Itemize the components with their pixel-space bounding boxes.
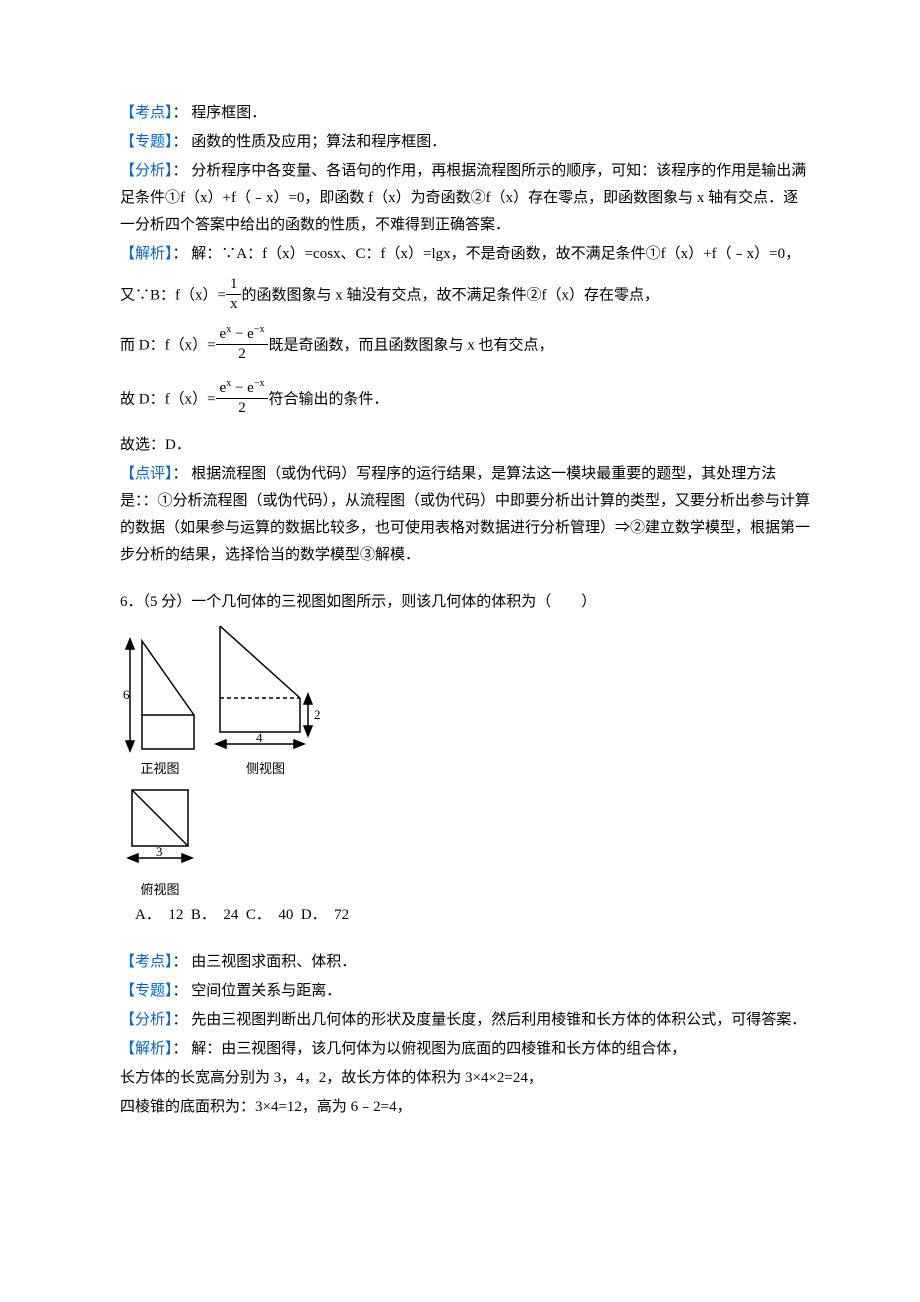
dim-6: 6 — [123, 687, 130, 702]
mid: − e — [231, 380, 254, 396]
q6-stem: 6．（5 分）一个几何体的三视图如图所示，则该几何体的体积为（ ） — [120, 589, 810, 616]
dianping-label: 【点评】 — [120, 466, 173, 482]
front-view-svg: 6 — [120, 635, 200, 755]
dim-4: 4 — [256, 730, 263, 745]
frac-num: 1 — [226, 276, 242, 295]
kaodian-text: ： 程序框图． — [173, 105, 267, 121]
zhuanti-label: 【专题】 — [120, 134, 173, 150]
side-view-label: 侧视图 — [246, 757, 285, 780]
jiexi-line4a: 故 D：f（x）= — [120, 391, 216, 407]
q6-jiexi-label: 【解析】 — [120, 1041, 173, 1057]
three-view-row1: 6 正视图 2 4 侧视图 — [120, 620, 810, 780]
side-view-col: 2 4 侧视图 — [208, 620, 323, 780]
mid: − e — [231, 326, 254, 342]
front-view-label: 正视图 — [140, 757, 179, 780]
q6-jiexi-1: ： 解：由三视图得，该几何体为以俯视图为底面的四棱锥和长方体的组合体， — [173, 1041, 687, 1057]
zhuanti-text: ： 函数的性质及应用；算法和程序框图． — [173, 134, 447, 150]
frac-den: x — [226, 295, 242, 313]
fraction-exp-2: ex − e−x2 — [216, 380, 269, 416]
jiexi-line2b: 的函数图象与 x 轴没有交点，故不满足条件②f（x）存在零点， — [241, 287, 659, 303]
fraction-exp-1: ex − e−x2 — [216, 326, 269, 362]
frac-num: ex − e−x — [216, 380, 269, 399]
q6-zhuanti-label: 【专题】 — [120, 983, 173, 999]
jiexi-line3a: 而 D：f（x）= — [120, 337, 216, 353]
side-view-svg: 2 4 — [208, 620, 323, 755]
frac-num: ex − e−x — [216, 326, 269, 345]
top-view-label: 俯视图 — [140, 878, 179, 901]
dim-2: 2 — [314, 707, 321, 722]
q6-kaodian-text: ： 由三视图求面积、体积． — [173, 954, 357, 970]
sup-r: −x — [254, 378, 265, 389]
q6-kaodian-label: 【考点】 — [120, 954, 173, 970]
top-view-svg: 3 — [120, 784, 200, 876]
fenxi-label: 【分析】 — [120, 163, 173, 179]
front-view-col: 6 正视图 — [120, 635, 200, 780]
jiexi-line1: ： 解：∵A：f（x）=cosx、C：f（x）=lgx，不是奇函数，故不满足条件… — [173, 246, 801, 262]
kaodian-label: 【考点】 — [120, 105, 173, 121]
jiexi-line3b: 既是奇函数，而且函数图象与 x 也有交点， — [268, 337, 553, 353]
sup-r: −x — [254, 324, 265, 335]
q6-zhuanti-text: ： 空间位置关系与距离． — [173, 983, 342, 999]
q6-fenxi-text: ： 先由三视图判断出几何体的形状及度量长度，然后利用棱锥和长方体的体积公式，可得… — [173, 1012, 807, 1028]
fraction-1-over-x: 1x — [226, 276, 242, 312]
q6-jiexi-3: 四棱锥的底面积为：3×4=12，高为 6﹣2=4， — [120, 1094, 810, 1121]
dim-3: 3 — [156, 844, 163, 859]
jiexi-line4b: 符合输出的条件． — [268, 391, 388, 407]
top-view-col: 3 俯视图 — [120, 784, 200, 901]
jiexi-line2a: 又∵B：f（x）= — [120, 287, 226, 303]
fenxi-text: ： 分析程序中各变量、各语句的作用，再根据流程图所示的顺序，可知：该程序的作用是… — [120, 163, 806, 233]
guxuan: 故选：D． — [120, 432, 810, 459]
q6-jiexi-2: 长方体的长宽高分别为 3，4，2，故长方体的体积为 3×4×2=24， — [120, 1065, 810, 1092]
frac-den: 2 — [216, 345, 269, 363]
q6-options: A． 12 B． 24 C． 40 D． 72 — [120, 902, 810, 929]
three-view-row2: 3 俯视图 — [120, 784, 810, 901]
dianping-text: ： 根据流程图（或伪代码）写程序的运行结果，是算法这一模块最重要的题型，其处理方… — [120, 466, 810, 563]
jiexi-label: 【解析】 — [120, 246, 173, 262]
q6-fenxi-label: 【分析】 — [120, 1012, 173, 1028]
frac-den: 2 — [216, 399, 269, 417]
